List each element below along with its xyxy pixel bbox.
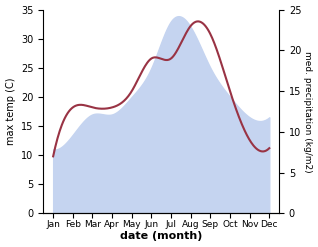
Y-axis label: med. precipitation (kg/m2): med. precipitation (kg/m2) — [303, 51, 313, 172]
Y-axis label: max temp (C): max temp (C) — [5, 78, 16, 145]
X-axis label: date (month): date (month) — [120, 231, 203, 242]
